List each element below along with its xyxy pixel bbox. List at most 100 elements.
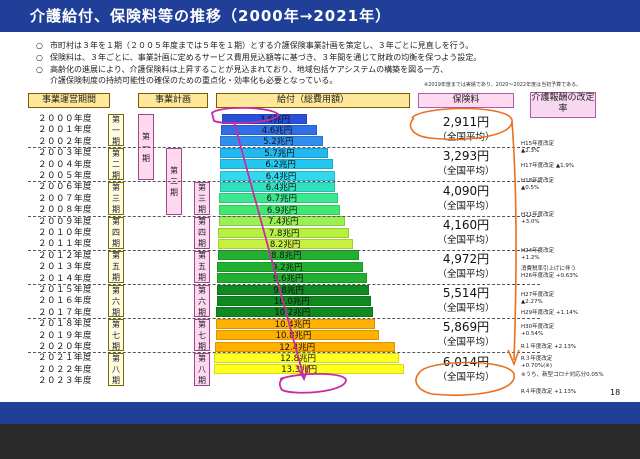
plan-box: 第五期 bbox=[194, 250, 210, 283]
revision-line: R４年度改定 +1.13% bbox=[521, 389, 577, 395]
premium-sub: （全国平均） bbox=[437, 234, 495, 246]
period-char: 三 bbox=[112, 193, 120, 203]
revision-item: R４年度改定 +1.13% bbox=[521, 389, 576, 396]
arrow-benefit-growth bbox=[233, 121, 305, 379]
year-label: ２００９年度 bbox=[38, 216, 93, 227]
revision-line: H27年度改定 bbox=[521, 292, 555, 298]
screen-bottom bbox=[0, 424, 640, 459]
premium-block: 2,911円 （全国平均） bbox=[418, 115, 514, 145]
period-char: 第 bbox=[112, 217, 120, 227]
revision-line: H15年度改定 bbox=[521, 141, 555, 147]
benefit-bar bbox=[218, 216, 345, 227]
period-separator bbox=[28, 181, 540, 183]
plan-char: 五 bbox=[198, 262, 206, 272]
premium-block: 4,160円 （全国平均） bbox=[418, 218, 514, 248]
period-char: 一 bbox=[112, 125, 120, 135]
year-label: ２０１６年度 bbox=[38, 296, 93, 307]
benefit-value: 5.7兆円 bbox=[264, 148, 295, 159]
year-label: ２００８年度 bbox=[38, 205, 93, 216]
revision-line: +3.0% bbox=[521, 219, 540, 225]
revision-item: R３年度改定 +0.70%(※) bbox=[521, 356, 552, 370]
year-label: ２０１７年度 bbox=[38, 307, 93, 318]
bullet-text: 市町村は３年を１期（２００５年度までは５年を１期）とする介護保険事業計画を策定し… bbox=[50, 41, 474, 50]
benefit-bar bbox=[219, 159, 333, 170]
period-box: 第一期 bbox=[108, 114, 124, 147]
premium-value: 2,911円 bbox=[442, 115, 490, 130]
revision-item: H27年度改定 ▲2.27% bbox=[521, 292, 554, 306]
arrowhead-benefit bbox=[296, 364, 310, 382]
plan-char: 期 bbox=[198, 239, 206, 249]
benefit-bar bbox=[219, 204, 340, 215]
plan-char: 期 bbox=[198, 273, 206, 283]
plan-char: 第 bbox=[198, 251, 206, 261]
arrow-premium-growth bbox=[511, 121, 517, 361]
bullet-marker: ○ bbox=[36, 65, 43, 74]
revision-line: H21年度改定 bbox=[521, 212, 555, 218]
plan-char: 期 bbox=[198, 375, 206, 385]
period-box: 第八期 bbox=[108, 353, 124, 386]
benefit-value: 8.2兆円 bbox=[269, 239, 301, 250]
premium-sub: （全国平均） bbox=[437, 371, 495, 383]
benefit-bar bbox=[219, 193, 338, 204]
period-char: 期 bbox=[112, 341, 120, 351]
period-box: 第四期 bbox=[108, 216, 124, 249]
year-label: ２０１０年度 bbox=[38, 228, 93, 238]
year-label: ２０１５年度 bbox=[38, 285, 93, 295]
benefit-value: 9.8兆円 bbox=[273, 285, 304, 296]
revision-item: H29年度改定 +1.14% bbox=[521, 310, 578, 317]
benefit-value: 9.6兆円 bbox=[272, 274, 304, 285]
premium-block: 4,090円 （全国平均） bbox=[418, 184, 514, 214]
period-char: 期 bbox=[112, 170, 120, 180]
period-box: 第三期 bbox=[108, 182, 124, 215]
benefit-bar bbox=[220, 136, 323, 147]
arrowhead-premium bbox=[507, 349, 520, 367]
revision-item: H30年度改定 +0.54% bbox=[521, 324, 554, 338]
period-char: 第 bbox=[112, 114, 120, 124]
revision-item: ※うち、新型コロナ対応分0.05% bbox=[521, 372, 604, 379]
year-label: ２０１３年度 bbox=[38, 262, 93, 273]
premium-value: 3,293円 bbox=[442, 149, 490, 164]
bullet-3: ○ 高齢化の進展により、介護保険料は上昇することが見込まれており、地域包括ケアシス… bbox=[36, 64, 448, 75]
revision-line: H26年度改定 +0.63% bbox=[521, 273, 578, 279]
revision-line: H18年度改定 bbox=[521, 178, 555, 184]
premium-sub: （全国平均） bbox=[437, 166, 495, 178]
benefit-bar bbox=[220, 147, 328, 158]
period-char: 第 bbox=[112, 251, 120, 261]
header-period: 事業運営期間 bbox=[28, 93, 110, 108]
period-char: 第 bbox=[112, 148, 120, 158]
plan-char: 第 bbox=[198, 182, 206, 192]
revision-line: H29年度改定 +1.14% bbox=[521, 310, 578, 316]
period-char: 第 bbox=[112, 319, 120, 329]
plan-char: 第 bbox=[170, 165, 178, 175]
benefit-value: 6.2兆円 bbox=[265, 160, 296, 171]
benefit-value: 9.2兆円 bbox=[272, 262, 303, 273]
revision-line: R１年度改定 +2.13% bbox=[521, 344, 577, 350]
revision-line: +0.70%(※) bbox=[521, 363, 552, 369]
revision-line: ※うち、新型コロナ対応分0.05% bbox=[521, 372, 604, 378]
benefit-value: 10.0兆円 bbox=[273, 296, 310, 307]
benefit-bar bbox=[216, 284, 369, 295]
premium-sub: （全国平均） bbox=[437, 337, 495, 349]
period-char: 第 bbox=[112, 353, 120, 363]
premium-value: 5,514円 bbox=[442, 286, 490, 301]
plan-char: 六 bbox=[198, 296, 206, 306]
benefit-bar bbox=[216, 295, 371, 306]
period-separator bbox=[28, 352, 540, 354]
period-separator bbox=[28, 215, 540, 217]
plan-char: 三 bbox=[198, 193, 206, 203]
revision-item: R１年度改定 +2.13% bbox=[521, 344, 576, 351]
revision-line: H24年度改定 bbox=[521, 248, 555, 254]
period-char: 第 bbox=[112, 285, 120, 295]
benefit-bar bbox=[214, 352, 399, 363]
year-label: ２０１９年度 bbox=[38, 330, 93, 341]
year-label: ２００１年度 bbox=[38, 125, 93, 136]
year-label: ２００４年度 bbox=[38, 159, 93, 170]
benefit-value: 10.2兆円 bbox=[274, 308, 311, 319]
benefit-value: 10.8兆円 bbox=[275, 331, 312, 342]
period-char: 期 bbox=[112, 273, 120, 283]
premium-value: 4,090円 bbox=[442, 183, 490, 198]
period-char: 六 bbox=[112, 296, 120, 306]
year-label: ２０２０年度 bbox=[38, 342, 93, 352]
benefit-bar bbox=[216, 307, 373, 318]
